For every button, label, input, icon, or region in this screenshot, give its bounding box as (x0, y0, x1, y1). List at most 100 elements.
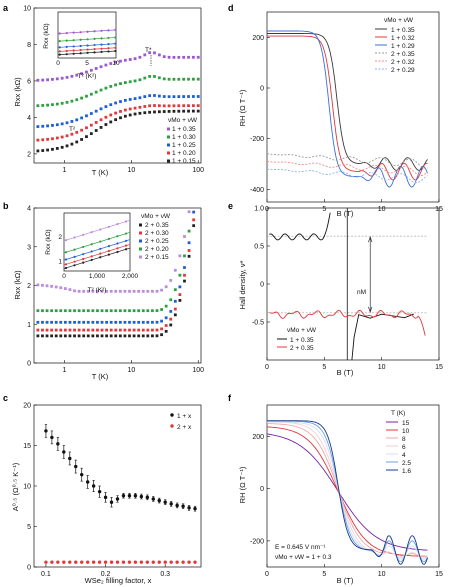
panel-a-inset-data-point (72, 39, 75, 42)
panel-a-inset-data-point (79, 38, 82, 41)
panel-b-inset-data-point (116, 223, 119, 226)
panel-c-x-tick-label: 0.1 (41, 571, 51, 578)
panel-e-nm-arrowhead-up (368, 235, 373, 243)
panel-e-legend-title: νMo + νW (287, 327, 317, 334)
panel-a-inset-data-point (72, 45, 75, 48)
panel-b-inset-data-point (124, 244, 128, 247)
panel-a-data-point (114, 101, 118, 105)
panel-c-legend-marker (170, 413, 174, 417)
panel-b-data-point (187, 254, 191, 258)
panel-b-inset-axes (63, 212, 131, 272)
panel-b-data-point (59, 320, 63, 324)
panel-b-data-point (68, 320, 72, 324)
panel-b-data-point (73, 289, 76, 293)
panel-c-data-point (80, 560, 84, 564)
panel-a-data-point (123, 81, 127, 84)
panel-a-data-point (123, 108, 127, 112)
panel-b-data-point (137, 334, 141, 338)
panel-a-data-point (153, 110, 156, 114)
panel-b-inset-data-point (73, 260, 76, 263)
panel-a-inset-data-point (65, 45, 68, 48)
panel-a-data-point (172, 95, 176, 99)
panel-b-data-point (146, 334, 150, 338)
panel-c-data-point (127, 494, 132, 498)
panel-f-y-label: RH (Ω T⁻¹) (238, 466, 247, 503)
panel-a-data-point (51, 77, 54, 81)
panel-a-data-point (123, 114, 127, 118)
panel-a-data-point (65, 121, 69, 125)
panel-b-y-tick-label: 0 (27, 361, 31, 368)
panel-a-data-point (41, 124, 45, 128)
panel-a-data-point (80, 138, 84, 141)
panel-b-inset-data-point (82, 245, 85, 249)
panel-c-data-point (74, 560, 78, 564)
panel-a-inset-data-point (93, 51, 96, 54)
panel-a-inset-data-point (86, 30, 89, 33)
panel-a-legend-label: 1 + 0.20 (172, 150, 196, 157)
panel-a-inset-data-point (58, 53, 61, 56)
panel-a-data-point (60, 145, 64, 149)
panel-a-data-point (89, 92, 93, 96)
panel-a-data-point (75, 98, 79, 102)
panel-d-series-line (266, 168, 428, 184)
panel-a-data-point (196, 109, 200, 113)
panel-b-data-point (114, 328, 118, 332)
panel-b-data-point (45, 320, 49, 324)
panel-b-data-point (146, 328, 150, 332)
panel-a-data-point (177, 55, 181, 59)
panel-a-inset-data-point (100, 29, 103, 32)
panel-c-y-tick-label: 0 (27, 565, 31, 572)
panel-d-legend-label: 2 + 0.35 (391, 51, 415, 58)
panel-a-inset-data-point (72, 49, 75, 52)
panel-b-legend-swatch (139, 223, 142, 227)
panel-b-data-point (160, 333, 163, 337)
panel-c-data-point (157, 498, 161, 503)
panel-a-legend-swatch (167, 135, 170, 139)
panel-a-data-point (89, 68, 93, 72)
panel-a-data-point (41, 78, 45, 82)
panel-a-data-point (99, 107, 103, 111)
panel-b-data-point (86, 309, 90, 313)
panel-c: c 0 5 10 15 20 0.1 0.2 0.3 WSe₂ filling factor… (3, 393, 202, 585)
panel-b-data-point (82, 334, 86, 338)
panel-a-data-point (157, 104, 161, 108)
panel-b-x-tick-label: 10 (127, 367, 135, 374)
panel-a-data-point (148, 75, 152, 78)
panel-b-data-point (54, 334, 58, 338)
panel-f-y-tick-label: 200 (252, 434, 264, 441)
panel-b-data-point (169, 317, 173, 321)
panel-b-data-point (59, 309, 63, 313)
panel-f-legend-label: 2.5 (402, 460, 411, 467)
panel-b-data-point (82, 328, 86, 332)
panel-d-legend-label: 1 + 0.32 (391, 35, 415, 42)
panel-b-data-point (151, 328, 154, 332)
panel-e-y-label: Hall density, ν* (238, 260, 247, 309)
panel-b-y-tick-label: 4 (27, 206, 31, 213)
panel-c-data-point (133, 560, 138, 564)
panel-f-filling-note: νMo + νW = 1 + 0.3 (275, 554, 332, 561)
panel-b-data-point (128, 289, 131, 293)
panel-a-data-point (143, 53, 147, 57)
panel-c-data-point (181, 560, 185, 564)
panel-c-data-point (74, 464, 78, 469)
panel-c-data-point (163, 500, 167, 504)
panel-b-data-point (183, 266, 186, 269)
panel-b-data-point (96, 289, 99, 293)
panel-a-data-point (133, 97, 137, 101)
panel-b-data-point (187, 241, 191, 245)
panel-a-data-point (123, 98, 127, 102)
panel-b-data-point (73, 334, 76, 338)
panel-b-data-point (45, 328, 49, 332)
panel-a-data-point (182, 55, 186, 59)
panel-b-data-point (109, 309, 113, 313)
panel-a-data-point (196, 104, 200, 108)
panel-a-y-tick-label: 6 (27, 78, 31, 85)
panel-f-series-line (266, 426, 428, 557)
panel-c-data-point (121, 494, 126, 498)
panel-e-series-line (269, 212, 331, 241)
panel-a-x-label: T (K) (92, 168, 109, 177)
panel-a-legend-swatch (167, 151, 170, 155)
panel-d-legend-title: νMo + νW (384, 17, 414, 24)
panel-b-inset-data-point (64, 266, 68, 270)
panel-a-data-point (138, 55, 142, 59)
